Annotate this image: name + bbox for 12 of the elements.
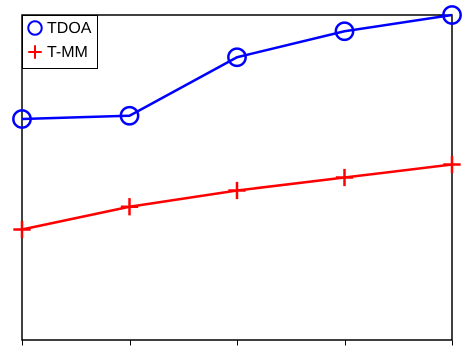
- point: [120, 106, 140, 126]
- point: [442, 5, 462, 25]
- point: [334, 168, 354, 188]
- legend-label: T-MM: [47, 44, 88, 61]
- point: [12, 220, 32, 240]
- point: [334, 21, 354, 42]
- point: [227, 47, 247, 68]
- legend-label: TDOA: [47, 20, 92, 37]
- point: [120, 196, 140, 217]
- point: [227, 180, 247, 200]
- point: [12, 109, 32, 129]
- point: [442, 154, 462, 174]
